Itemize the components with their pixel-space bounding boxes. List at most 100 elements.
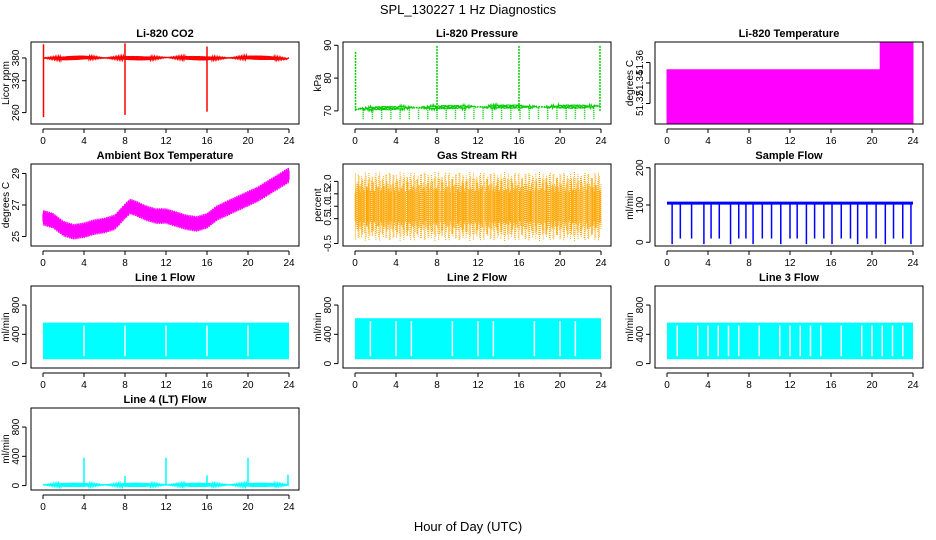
y-tick-label: 0 [323, 360, 334, 366]
y-axis: 260 330 380 [11, 49, 27, 121]
y-tick-label: 400 [323, 326, 334, 343]
plot-frame [342, 163, 612, 247]
x-tick-label: 0 [40, 502, 46, 513]
x-axis: 0 4 8 12 16 20 24 [664, 128, 919, 147]
y-tick-label: 51.36 [635, 50, 646, 75]
x-tick-label: 24 [907, 258, 919, 269]
x-tick-label: 0 [40, 380, 46, 391]
plot-area [667, 201, 913, 245]
y-tick-label: -0.5 [323, 234, 334, 252]
x-tick-label: 16 [825, 136, 837, 147]
y-tick-label: 51.32 [635, 91, 646, 116]
x-axis: 0 4 8 12 16 20 24 [40, 128, 295, 147]
panel-title: Line 4 (LT) Flow [124, 394, 207, 406]
panel-title: Line 2 Flow [447, 272, 507, 284]
y-tick-label: 27 [11, 199, 22, 211]
y-tick-label: 0.5 [323, 211, 334, 225]
panel-gas-stream-rh: Gas Stream RH 0 4 8 12 16 20 24 -0.5 0.51.01.52.0… [313, 150, 612, 269]
x-tick-label: 24 [283, 258, 295, 269]
y-tick-label: 800 [11, 418, 22, 435]
x-tick-label: 16 [825, 380, 837, 391]
x-tick-label: 12 [160, 258, 172, 269]
plot-frame [654, 285, 924, 369]
x-tick-label: 8 [434, 136, 440, 147]
x-tick-label: 24 [283, 502, 295, 513]
x-tick-label: 0 [40, 136, 46, 147]
y-axis-label: Licor ppm [1, 61, 12, 105]
x-axis: 0 4 8 12 16 20 24 [40, 250, 295, 269]
y-tick-label: 70 [323, 105, 334, 117]
series-line [354, 102, 602, 113]
y-axis-label: kPa [313, 74, 324, 92]
x-tick-label: 12 [472, 258, 484, 269]
x-tick-label: 0 [352, 380, 358, 391]
x-tick-label: 16 [201, 502, 213, 513]
x-tick-label: 20 [242, 136, 254, 147]
y-axis-label: ml/min [313, 312, 324, 341]
y-tick-label: 29 [11, 167, 22, 179]
plot-area [354, 171, 602, 241]
x-tick-label: 4 [705, 380, 711, 391]
panel-title: Line 3 Flow [759, 272, 819, 284]
y-tick-label: 800 [11, 296, 22, 313]
series-line [43, 52, 290, 63]
x-tick-label: 12 [784, 380, 796, 391]
y-tick-label: 90 [323, 39, 334, 51]
x-tick-label: 4 [393, 136, 399, 147]
y-tick-label: 400 [11, 326, 22, 343]
panel-li-820-temperature: Li-820 Temperature 0 4 8 12 16 20 24 51.3251.345… [625, 28, 924, 147]
x-tick-label: 12 [160, 136, 172, 147]
x-tick-label: 4 [81, 136, 87, 147]
x-tick-label: 0 [664, 380, 670, 391]
panel-ambient-box-temperature: Ambient Box Temperature 0 4 8 12 16 20 24 25 27 29… [1, 150, 300, 269]
x-tick-label: 20 [554, 258, 566, 269]
plot-frame [30, 407, 300, 491]
y-tick-label: 400 [635, 326, 646, 343]
x-tick-label: 12 [160, 502, 172, 513]
panel-title: Li-820 Temperature [739, 28, 840, 40]
plot-area [42, 43, 290, 118]
x-tick-label: 0 [40, 258, 46, 269]
x-tick-label: 8 [122, 380, 128, 391]
x-tick-label: 16 [513, 136, 525, 147]
x-tick-label: 20 [866, 136, 878, 147]
y-axis: 0 400 800 [635, 296, 651, 366]
y-tick-label: 330 [11, 72, 22, 89]
y-axis-label: degrees C [625, 60, 636, 106]
y-tick-label: 380 [11, 49, 22, 66]
y-axis: 25 27 29 [11, 167, 27, 242]
x-tick-label: 4 [81, 380, 87, 391]
y-tick-label: 200 [635, 159, 646, 176]
x-tick-label: 24 [595, 136, 607, 147]
panel-title: Line 1 Flow [135, 272, 195, 284]
x-tick-label: 16 [513, 380, 525, 391]
y-tick-label: 51.34 [635, 70, 646, 95]
x-tick-label: 4 [393, 258, 399, 269]
panel-li-820-pressure: Li-820 Pressure 0 4 8 12 16 20 24 70 80 90 kPa [313, 28, 612, 147]
x-tick-label: 0 [352, 258, 358, 269]
series-area [666, 42, 914, 124]
y-tick-label: 0 [635, 360, 646, 366]
plot-frame [342, 285, 612, 369]
x-tick-label: 8 [746, 136, 752, 147]
y-tick-label: 2.0 [323, 174, 334, 188]
x-tick-label: 12 [472, 136, 484, 147]
x-tick-label: 4 [705, 258, 711, 269]
plot-area [354, 45, 602, 120]
y-tick-label: 400 [11, 448, 22, 465]
x-tick-label: 16 [201, 136, 213, 147]
y-tick-label: 260 [11, 104, 22, 121]
y-tick-label: 1.0 [323, 199, 334, 213]
x-tick-label: 24 [907, 380, 919, 391]
y-tick-label: 800 [635, 296, 646, 313]
plot-frame [30, 163, 300, 247]
y-axis-label: ml/min [1, 312, 12, 341]
x-tick-label: 12 [472, 380, 484, 391]
y-tick-label: 100 [635, 196, 646, 213]
series-band [42, 167, 290, 240]
y-tick-label: 800 [323, 296, 334, 313]
plot-frame [654, 163, 924, 247]
